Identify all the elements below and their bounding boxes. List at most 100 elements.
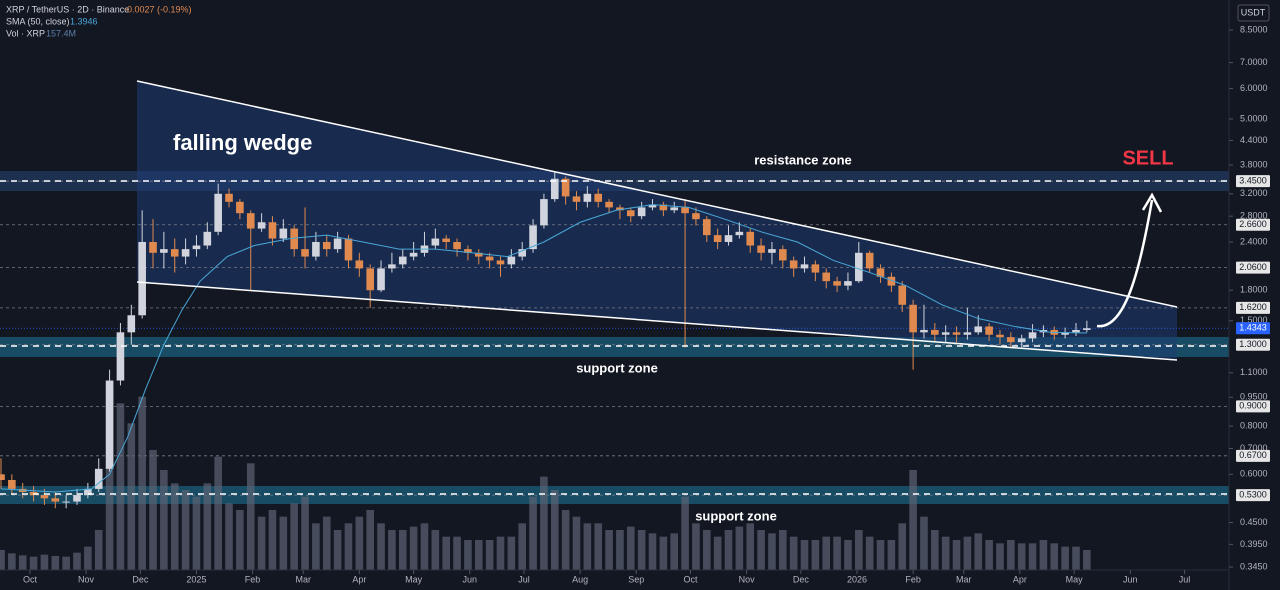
x-tick-label: Oct: [23, 574, 38, 584]
x-tick-label: Apr: [352, 574, 366, 584]
candle-body: [51, 498, 60, 502]
volume-bar: [1061, 546, 1069, 570]
y-tick-label: 2.4000: [1240, 236, 1268, 246]
volume-bar: [398, 530, 407, 570]
sma-value: 1.3946: [70, 16, 98, 26]
annotation: support zone: [576, 360, 658, 375]
volume-bar: [214, 456, 222, 570]
levels: [0, 180, 1229, 496]
volume-label: Vol · XRP: [6, 28, 45, 38]
volume-bar: [713, 536, 722, 570]
candle-body: [670, 207, 679, 211]
volume-bar: [985, 540, 993, 570]
candle-body: [757, 245, 765, 253]
volume-bar: [963, 536, 972, 570]
candle-body: [713, 235, 722, 242]
candle-body: [920, 329, 928, 333]
volume-bar: [29, 556, 38, 570]
candle-body: [550, 178, 559, 200]
annotation: falling wedge: [173, 130, 312, 155]
y-tick-label: 0.7000: [1240, 443, 1268, 453]
volume-bar: [757, 530, 765, 570]
candle-body: [507, 256, 516, 265]
level-box: [1236, 175, 1270, 188]
candle-body: [453, 241, 461, 250]
candle-body: [301, 249, 309, 257]
candle-body: [876, 268, 885, 277]
level-label: 0.5300: [1239, 489, 1267, 499]
y-tick-label: 8.5000: [1240, 24, 1268, 34]
candle-body: [398, 256, 407, 265]
candle-body: [702, 219, 711, 236]
volume-bar: [583, 523, 592, 570]
volume-bar: [431, 530, 440, 570]
x-tick-label: Dec: [132, 574, 149, 584]
y-tick-label: 0.9500: [1240, 392, 1268, 402]
candle-body: [170, 249, 179, 257]
candle-body: [333, 238, 342, 250]
volume-bar: [822, 536, 831, 570]
volume-bar: [290, 503, 298, 570]
candle-body: [941, 332, 950, 335]
candle-body: [833, 281, 841, 286]
volume-bar: [1072, 546, 1080, 570]
level-box: [1236, 261, 1270, 274]
volume-bar: [464, 540, 472, 570]
candle-body: [540, 199, 548, 226]
volume-bar: [51, 556, 60, 570]
volume-bar: [844, 540, 852, 570]
y-tick-label: 5.0000: [1240, 113, 1268, 123]
volume-bar: [724, 530, 733, 570]
candle-body: [887, 276, 896, 286]
candle-body: [312, 241, 320, 257]
level-label: 0.9000: [1239, 401, 1267, 411]
candle-body: [496, 260, 505, 265]
volume-bar: [474, 540, 483, 570]
x-tick-label: Jun: [462, 574, 477, 584]
symbol: XRP / TetherUS · 2D · Binance: [6, 4, 129, 14]
currency: USDT: [1241, 7, 1266, 17]
level-box: [1236, 301, 1270, 314]
volume-bar: [355, 516, 364, 570]
candle-body: [366, 268, 374, 291]
y-tick-label: 6.0000: [1240, 83, 1268, 93]
volume-bar: [833, 536, 841, 570]
candle-body: [1072, 329, 1080, 333]
volume-bar: [73, 552, 81, 570]
x-tick-label: Mar: [956, 574, 972, 584]
y-tick-label: 0.3450: [1240, 561, 1268, 571]
volume-bar: [876, 540, 885, 570]
volume-bar: [659, 536, 668, 570]
volume-bar: [333, 530, 342, 570]
sma-label: SMA (50, close): [6, 16, 70, 26]
volume-bar: [138, 396, 146, 570]
volume-bar: [811, 540, 820, 570]
legend: XRP / TetherUS · 2D · Binance -0.0027 (-…: [6, 4, 192, 38]
volume-bar: [540, 476, 548, 570]
volume-bar: [594, 523, 603, 570]
volume-bar: [1028, 543, 1037, 570]
candle-body: [1017, 338, 1026, 343]
volume-bar: [268, 510, 277, 570]
volume-bar: [192, 496, 201, 570]
wedge-upper-line: [136, 80, 1178, 308]
candle-body: [442, 238, 450, 242]
candle-body: [529, 225, 537, 250]
y-axis: 8.5000 7.0000 6.0000 5.0000 4.4000 3.8000 3.20…: [1229, 24, 1270, 571]
candle-body: [561, 178, 570, 197]
candle-body: [616, 207, 624, 211]
candle-body: [746, 231, 755, 246]
x-tick-label: Dec: [793, 574, 810, 584]
candle-body: [0, 474, 5, 481]
candle-body: [344, 238, 353, 261]
volume-bar: [127, 423, 136, 570]
candle-body: [583, 193, 592, 202]
y-tick-label: 1.5000: [1240, 315, 1268, 325]
level-box: [1236, 218, 1270, 231]
candle-body: [659, 204, 668, 211]
volume-bar: [952, 540, 961, 570]
overlay: falling wedge resistance zone SELL suppo…: [0, 80, 1229, 523]
volume-bar: [1039, 540, 1048, 570]
support-zone: [0, 337, 1229, 357]
candle-body: [105, 380, 114, 469]
